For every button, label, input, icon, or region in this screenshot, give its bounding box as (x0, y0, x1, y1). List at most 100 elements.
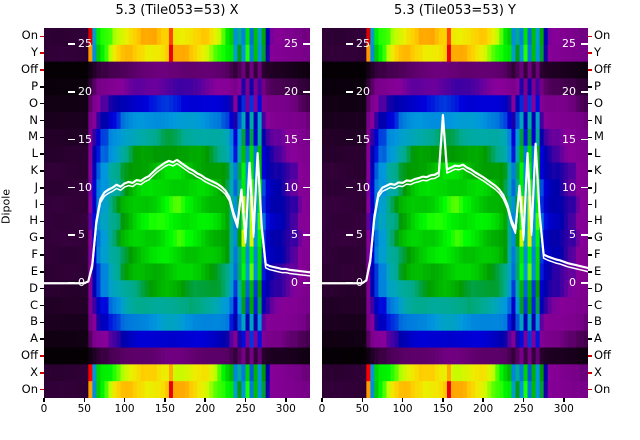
row-tick-mark (40, 271, 44, 273)
row-tick-mark (40, 35, 44, 38)
row-tick-mark (588, 304, 592, 307)
x-tick-mark (43, 398, 45, 402)
x-tick-mark (164, 398, 166, 402)
y-tick-label-inline: 15 (78, 132, 92, 146)
row-label-right-P-3: P (594, 78, 601, 93)
x-tick-mark (361, 398, 364, 402)
row-tick-mark (40, 69, 44, 71)
x-tick-label: 100 (114, 403, 135, 415)
row-tick-mark (40, 372, 44, 374)
y-tick-label-inline: 5 (569, 228, 576, 242)
y-tick-label-inline: 20 (562, 85, 576, 99)
x-tick-label: 150 (432, 403, 453, 415)
row-label-left-J-9: J (34, 179, 38, 194)
row-tick-mark (40, 52, 44, 54)
x-tick-mark (244, 398, 247, 402)
row-tick-mark (40, 187, 44, 189)
row-tick-mark (40, 86, 44, 88)
row-label-left-X-20: X (30, 364, 38, 379)
row-tick-mark (588, 321, 592, 324)
x-tick-label: 100 (392, 403, 413, 415)
y-tick-label-inline: 25 (78, 37, 92, 51)
row-tick-mark (588, 187, 592, 189)
y-tick-mark (68, 282, 75, 284)
y-tick-mark (346, 43, 353, 45)
row-tick-mark (40, 304, 44, 307)
y-tick-mark (346, 138, 353, 141)
row-tick-mark (588, 102, 592, 105)
row-tick-mark (40, 355, 44, 357)
y-tick-mark (68, 91, 75, 93)
y-tick-mark (303, 282, 310, 284)
row-label-left-Off-2: Off (21, 62, 38, 77)
y-tick-label-inline: 0 (291, 276, 298, 290)
row-label-right-On-21: On (594, 381, 611, 396)
y-tick-mark (581, 234, 588, 237)
y-tick-label-inline: 25 (356, 37, 370, 51)
y-tick-label-inline: 10 (78, 180, 92, 194)
row-tick-mark (40, 153, 44, 155)
row-tick-mark (40, 254, 44, 256)
row-tick-mark (588, 35, 592, 38)
y-tick-label-inline: 15 (562, 132, 576, 146)
row-label-left-On-0: On (21, 28, 38, 43)
y-tick-mark (303, 91, 310, 93)
row-label-left-H-11: H (29, 213, 38, 228)
x-tick-label: 250 (235, 403, 256, 415)
row-tick-mark (588, 271, 592, 273)
row-label-left-Y-1: Y (30, 45, 38, 60)
y-tick-mark (346, 282, 353, 284)
y-tick-mark (303, 234, 310, 237)
row-label-right-O-4: O (594, 95, 604, 110)
y-tick-label-inline: 25 (562, 37, 576, 51)
y-tick-label-inline: 0 (78, 276, 85, 290)
row-label-right-X-20: X (594, 364, 602, 379)
row-tick-mark (40, 287, 44, 290)
row-label-right-D-15: D (594, 280, 603, 295)
row-tick-mark (40, 237, 44, 239)
y-tick-mark (303, 186, 310, 189)
row-tick-mark (588, 355, 592, 357)
row-label-left-K-8: K (30, 162, 38, 177)
x-tick-mark (482, 398, 484, 402)
row-label-right-On-0: On (594, 28, 611, 43)
heatmap-canvas-y (322, 28, 588, 398)
y-tick-mark (68, 186, 75, 189)
row-label-left-D-15: D (29, 280, 38, 295)
row-label-right-E-14: E (594, 263, 602, 278)
x-tick-label: 250 (513, 403, 534, 415)
x-tick-label: 50 (355, 403, 369, 415)
y-tick-mark (581, 138, 588, 141)
row-label-right-L-7: L (594, 146, 601, 161)
row-label-right-C-16: C (594, 297, 603, 312)
row-label-left-M-6: M (28, 129, 38, 144)
row-label-left-A-18: A (30, 331, 38, 346)
panel-y-title: 5.3 (Tile053=53) Y (393, 3, 517, 18)
row-label-left-C-16: C (29, 297, 38, 312)
row-tick-mark (40, 321, 44, 324)
row-tick-mark (588, 287, 592, 290)
row-label-left-On-21: On (21, 381, 38, 396)
row-tick-mark (588, 203, 592, 206)
y-tick-label-inline: 10 (562, 180, 576, 194)
row-tick-mark (588, 338, 592, 340)
row-label-left-F-13: F (31, 247, 38, 262)
y-tick-label-inline: 10 (356, 180, 370, 194)
x-tick-mark (563, 398, 565, 402)
row-tick-mark (588, 237, 592, 239)
y-tick-mark (68, 43, 75, 45)
y-tick-label-inline: 20 (356, 85, 370, 99)
row-label-left-P-3: P (31, 78, 38, 93)
y-tick-mark (581, 43, 588, 45)
row-label-right-I-10: I (594, 196, 598, 211)
y-tick-mark (346, 91, 353, 93)
row-label-right-M-6: M (594, 129, 604, 144)
row-tick-mark (588, 86, 592, 88)
x-tick-mark (522, 398, 525, 402)
row-tick-mark (40, 388, 44, 391)
x-tick-label: 200 (473, 403, 494, 415)
x-tick-mark (321, 398, 323, 402)
y-tick-mark (68, 234, 75, 237)
row-tick-mark (588, 388, 592, 391)
